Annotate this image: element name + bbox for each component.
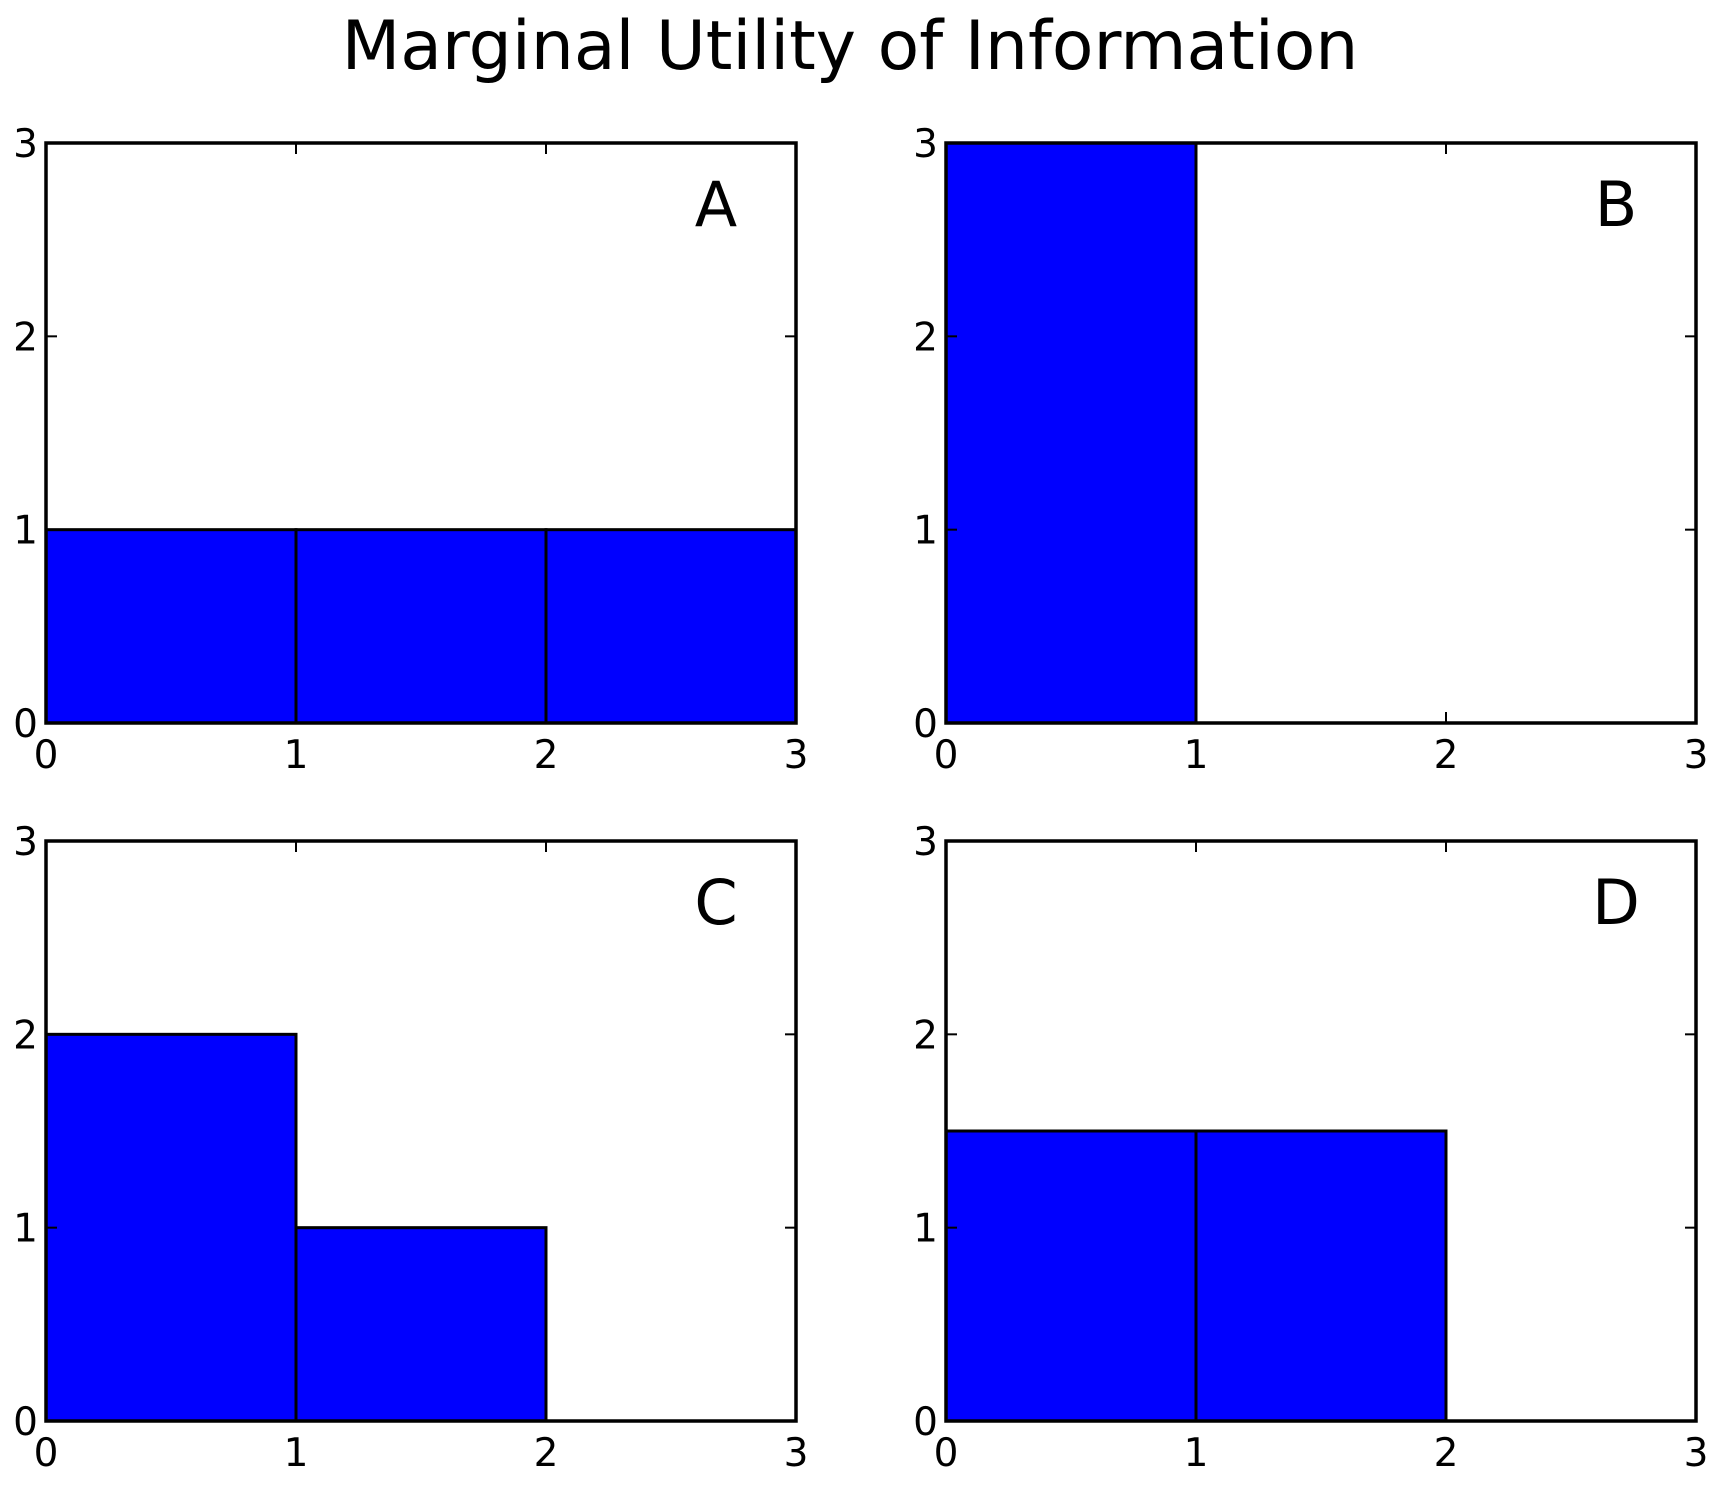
panel-a: 0 1 2 3 0 1 2 3 A	[13, 122, 808, 778]
plot-frame-a	[44, 141, 798, 725]
bar-a-1	[294, 528, 548, 725]
x-tick-label-d-2: 2	[1434, 1431, 1459, 1476]
panel-label-d: D	[1592, 866, 1640, 939]
figure-title: Marginal Utility of Information	[342, 7, 1359, 86]
y-tick-label-c-0: 0	[13, 1400, 38, 1445]
plot-frame-c	[44, 839, 798, 1423]
x-tick-label-c-2: 2	[534, 1431, 559, 1476]
y-tick-label-b-3: 3	[913, 122, 938, 167]
x-tick-label-c-1: 1	[284, 1431, 309, 1476]
panel-label-c: C	[694, 866, 737, 939]
y-tick-label-a-2: 2	[13, 315, 38, 360]
y-tick-label-b-0: 0	[913, 702, 938, 747]
bar-c-0	[44, 1032, 298, 1423]
plot-frame-d	[944, 839, 1698, 1423]
y-tick-label-b-2: 2	[913, 315, 938, 360]
y-tick-label-c-2: 2	[13, 1013, 38, 1058]
bar-d-1	[1194, 1129, 1448, 1423]
x-tick-label-a-1: 1	[284, 733, 309, 778]
x-tick-label-d-1: 1	[1184, 1431, 1209, 1476]
y-tick-label-d-3: 3	[913, 820, 938, 865]
bar-c-1	[294, 1226, 548, 1423]
x-tick-label-a-2: 2	[534, 733, 559, 778]
bar-d-0	[944, 1129, 1198, 1423]
y-tick-label-a-3: 3	[13, 122, 38, 167]
y-tick-label-d-1: 1	[913, 1207, 938, 1252]
y-tick-label-c-1: 1	[13, 1207, 38, 1252]
panels: 0 1 2 3 0 1 2 3 A 0 1 2 3 0 1 2 3 B 0 1 2 3 0 1 2 3 C 0 1 2 3 0 1 2 3 D	[13, 122, 1708, 1476]
bar-b-0	[944, 141, 1198, 725]
y-tick-label-a-1: 1	[13, 509, 38, 554]
y-tick-label-d-2: 2	[913, 1013, 938, 1058]
x-tick-label-b-3: 3	[1684, 733, 1709, 778]
x-tick-label-c-0: 0	[34, 1431, 59, 1476]
y-tick-label-d-0: 0	[913, 1400, 938, 1445]
x-tick-label-d-3: 3	[1684, 1431, 1709, 1476]
y-tick-label-a-0: 0	[13, 702, 38, 747]
x-tick-label-b-2: 2	[1434, 733, 1459, 778]
panel-d: 0 1 2 3 0 1 2 3 D	[913, 820, 1708, 1476]
panel-b: 0 1 2 3 0 1 2 3 B	[913, 122, 1708, 778]
x-tick-label-b-0: 0	[934, 733, 959, 778]
bar-a-2	[544, 528, 798, 725]
x-tick-label-a-3: 3	[784, 733, 809, 778]
plot-frame-b	[944, 141, 1698, 725]
panel-label-a: A	[695, 168, 737, 241]
y-tick-label-b-1: 1	[913, 509, 938, 554]
y-tick-label-c-3: 3	[13, 820, 38, 865]
x-tick-label-a-0: 0	[34, 733, 59, 778]
x-tick-label-b-1: 1	[1184, 733, 1209, 778]
bar-a-0	[44, 528, 298, 725]
panel-label-b: B	[1595, 168, 1638, 241]
panel-c: 0 1 2 3 0 1 2 3 C	[13, 820, 808, 1476]
x-tick-label-c-3: 3	[784, 1431, 809, 1476]
x-tick-label-d-0: 0	[934, 1431, 959, 1476]
